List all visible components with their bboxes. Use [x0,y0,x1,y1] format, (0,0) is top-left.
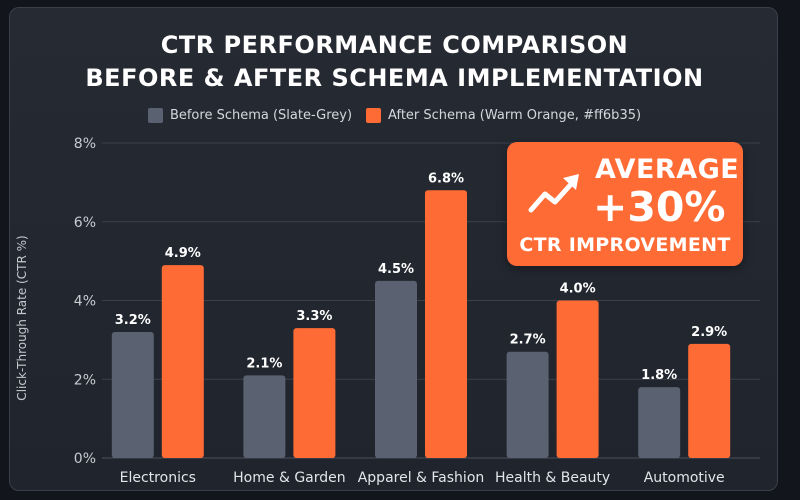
bar-chart: 0% 2% 4% 6% 8% 3.2% 4.9% Electronics 2.1% 3.3% Hom… [74,136,760,486]
x-category-label: Electronics [120,470,196,486]
y-tick-label: 4% [74,294,96,310]
badge-line3: CTR IMPROVEMENT [519,234,731,256]
data-label-before: 2.7% [510,333,546,348]
chart-card: CTR PERFORMANCE COMPARISON BEFORE & AFTE… [9,7,778,491]
legend-label-before: Before Schema (Slate-Grey) [169,108,353,123]
bar-after [556,300,599,458]
badge-line2: +30% [593,183,726,231]
legend-label-after: After Schema (Warm Orange, #ff6b35) [388,108,642,123]
data-label-after: 4.9% [165,246,201,261]
bar-after [161,265,204,458]
data-label-before: 3.2% [115,313,151,328]
data-label-after: 3.3% [296,309,332,324]
legend-swatch-before [147,108,163,123]
y-tick-label: 6% [74,215,96,231]
bar-after [688,343,731,458]
legend-item-after: After Schema (Warm Orange, #ff6b35) [366,108,641,123]
bar-before [111,332,154,458]
y-tick-label: 0% [74,451,96,467]
data-label-before: 4.5% [378,262,414,277]
data-label-after: 6.8% [428,171,464,186]
legend-item-before: Before Schema (Slate-Grey) [147,108,353,123]
bar-before [375,280,417,458]
bar-after [293,328,336,458]
x-category-label: Automotive [644,470,725,486]
data-label-before: 2.1% [246,356,282,371]
x-category-label: Apparel & Fashion [358,470,485,486]
bar-before [243,375,286,458]
legend: Before Schema (Slate-Grey) After Schema … [10,108,777,123]
badge-line1: AVERAGE [595,154,740,185]
x-category-label: Health & Beauty [495,470,610,486]
trend-up-arrow-icon [528,174,579,213]
legend-swatch-after [366,108,382,123]
chart-title-line2: BEFORE & AFTER SCHEMA IMPLEMENTATION [85,64,704,92]
chart-title-line1: CTR PERFORMANCE COMPARISON [160,31,629,59]
bar-before [506,351,549,458]
bar-before [638,387,681,458]
bar-after [425,190,467,458]
average-improvement-badge: AVERAGE +30% CTR IMPROVEMENT [507,142,743,266]
y-tick-label: 8% [74,136,96,152]
data-label-after: 4.0% [560,282,596,297]
x-category-label: Home & Garden [233,470,345,486]
y-tick-label: 2% [74,372,96,388]
data-label-after: 2.9% [691,325,727,340]
data-label-before: 1.8% [641,368,677,383]
